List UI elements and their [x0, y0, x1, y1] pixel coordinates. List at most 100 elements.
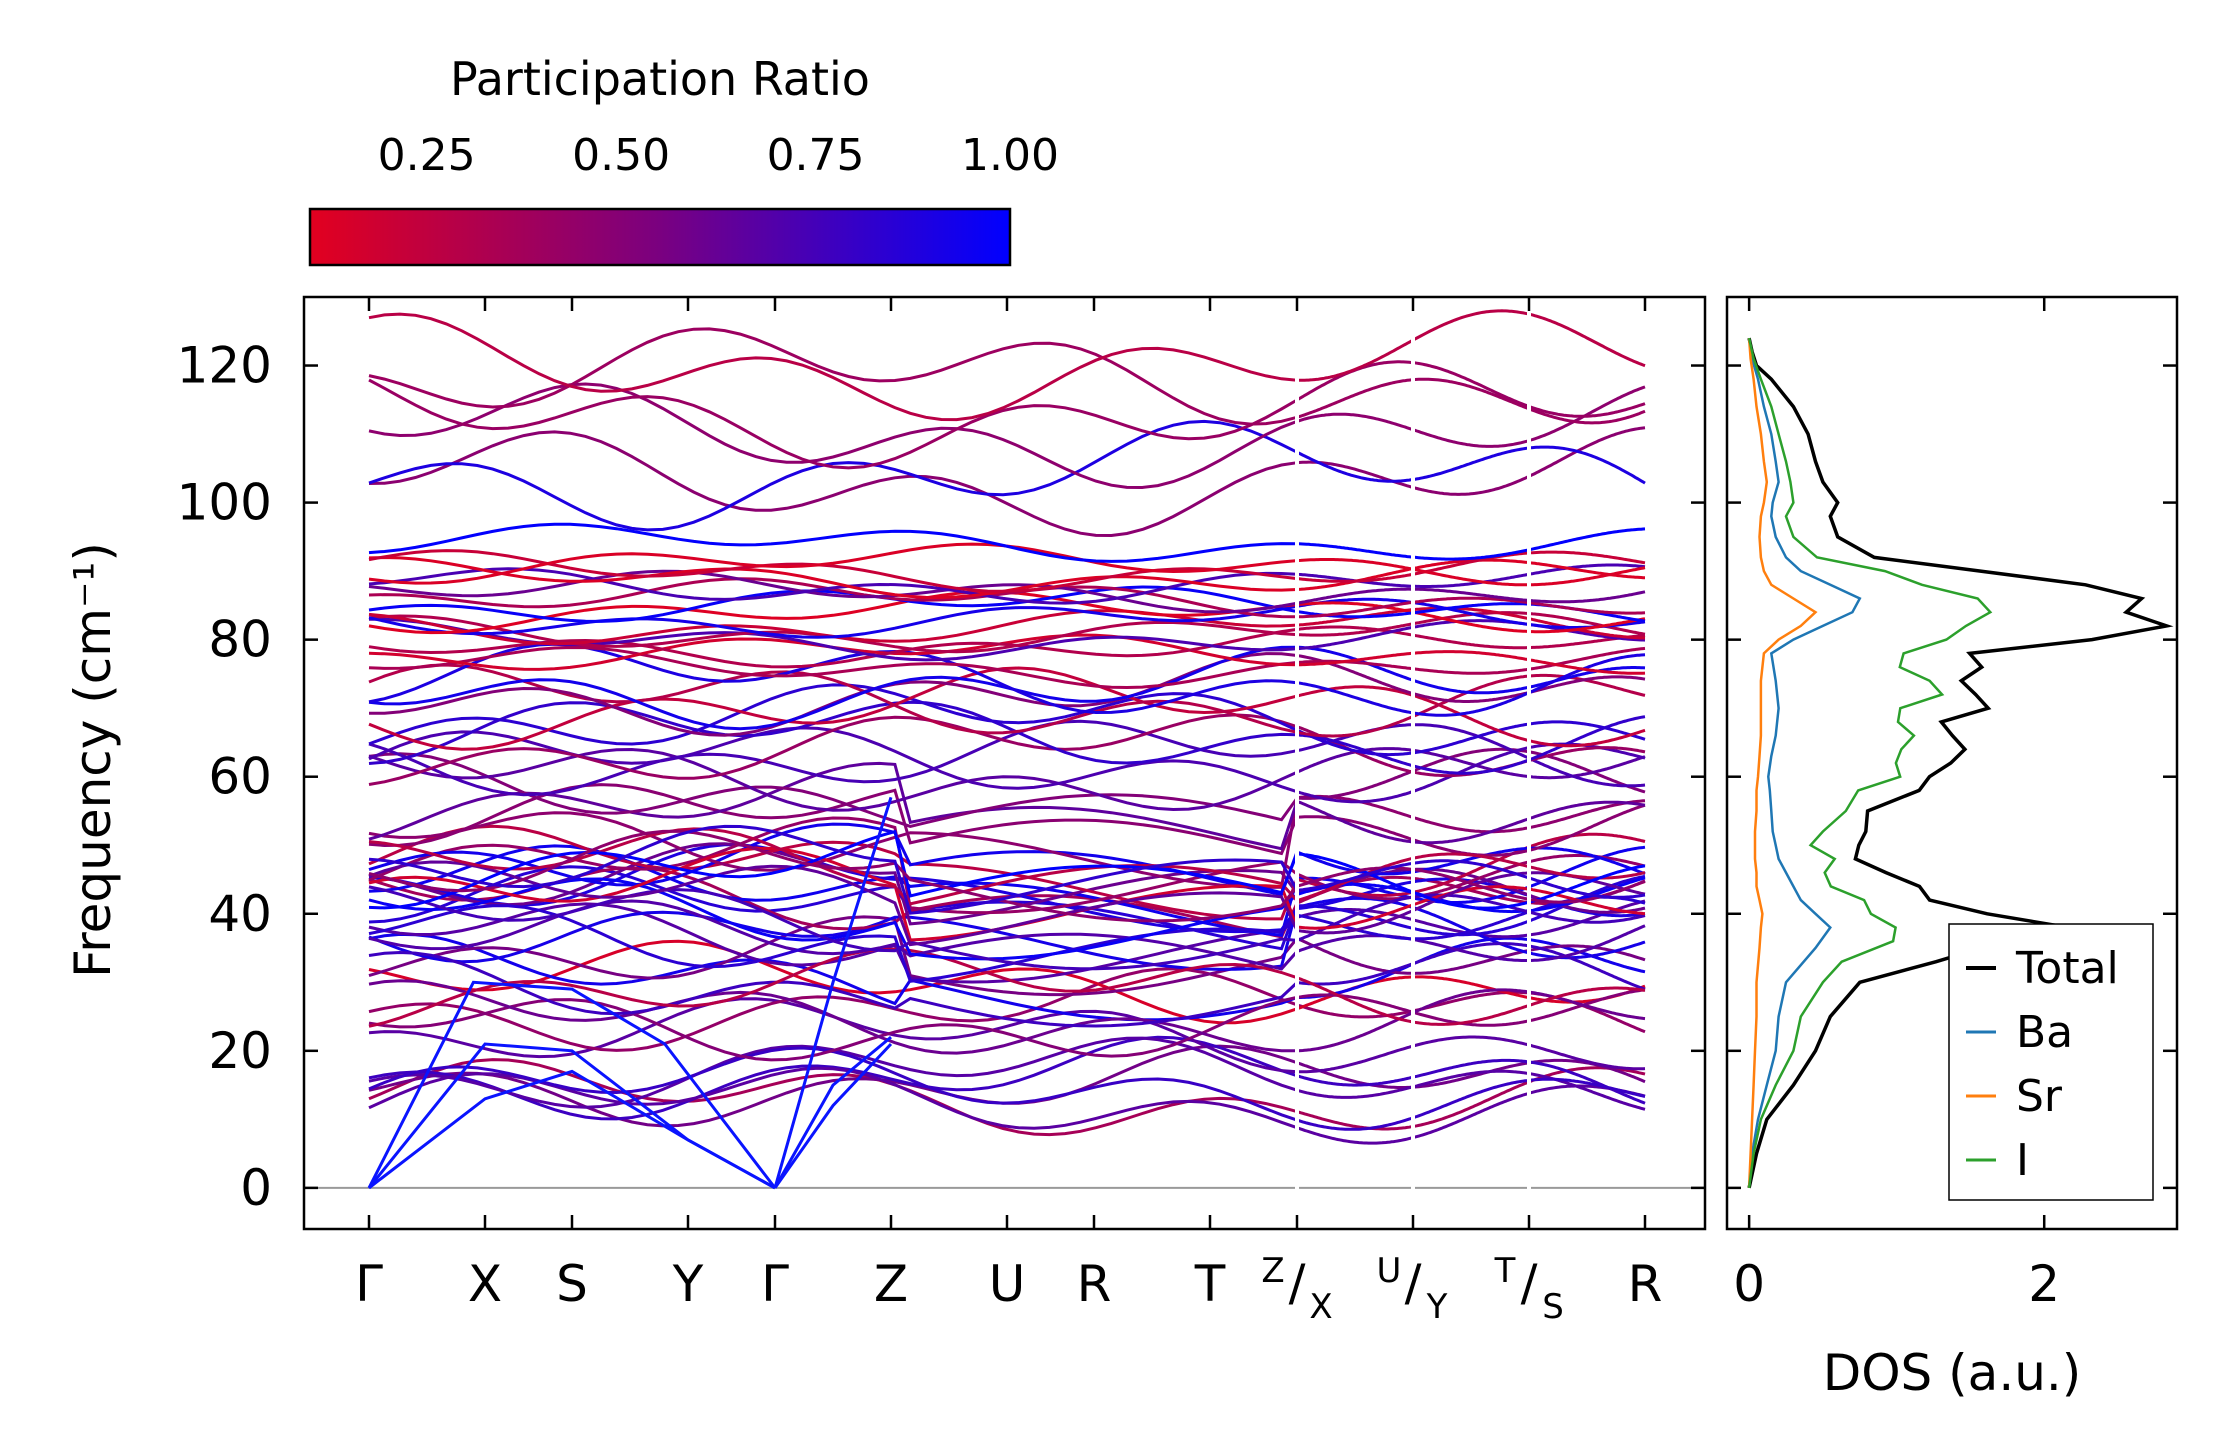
phonon-band [368, 906, 1299, 971]
phonon-band [1413, 587, 1530, 602]
phonon-band [1528, 944, 1646, 962]
phonon-band [1412, 633, 1529, 650]
phonon-band [1296, 1011, 1414, 1053]
phonon-band [1296, 659, 1414, 671]
phonon-band [1412, 693, 1530, 743]
phonon-band [1296, 1074, 1414, 1087]
phonon-band [368, 761, 1299, 851]
legend-label: Sr [2016, 1071, 2063, 1122]
phonon-band [1412, 859, 1530, 880]
phonon-band [1412, 1080, 1530, 1128]
phonon-band [1412, 876, 1530, 904]
phonon-band [1296, 572, 1414, 583]
colorbar: Participation Ratio 0.25 0.50 0.75 1.00 [308, 52, 1059, 267]
phonon-band [1412, 722, 1530, 755]
colorbar-tick-label: 0.75 [767, 130, 865, 181]
phonon-band [1296, 937, 1414, 975]
phonon-band [1412, 428, 1530, 448]
phonon-band [1296, 1116, 1414, 1131]
phonon-band [368, 604, 1298, 639]
phonon-band [1528, 944, 1646, 991]
phonon-band [1296, 681, 1414, 715]
phonon-band [1528, 612, 1646, 636]
phonon-band [1297, 1044, 1414, 1074]
phonon-band [1296, 601, 1414, 614]
phonon-band [1412, 377, 1530, 411]
phonon-band [1296, 558, 1414, 571]
phonon-band [1528, 938, 1646, 974]
phonon-band [1412, 650, 1530, 662]
y-axis-label: Frequency (cm⁻¹) [64, 542, 122, 978]
dos-series-ba [1747, 337, 1862, 1189]
band-lines [304, 297, 1705, 1229]
phonon-band [1412, 475, 1530, 496]
phonon-band [1528, 617, 1646, 634]
phonon-band [368, 877, 1298, 961]
phonon-band [1529, 566, 1646, 587]
phonon-band [1413, 572, 1530, 588]
phonon-band [1528, 407, 1646, 425]
phonon-band [1528, 864, 1646, 904]
phonon-band [1528, 601, 1646, 615]
segment-break [1527, 297, 1531, 1229]
phonon-band [1412, 309, 1530, 342]
phonon-band [368, 522, 1298, 563]
phonon-band [1529, 924, 1646, 962]
phonon-band [1412, 852, 1530, 869]
k-label-bottom: S [1542, 1287, 1564, 1327]
dos-series-i [1747, 337, 1993, 1189]
k-label-bottom: X [1309, 1287, 1332, 1327]
phonon-band [1528, 675, 1646, 694]
phonon-band [1412, 1058, 1530, 1079]
phonon-band [368, 419, 1298, 532]
phonon-band [1412, 690, 1530, 703]
phonon-band [1412, 860, 1530, 899]
phonon-band [368, 797, 1299, 889]
k-label: U [989, 1255, 1026, 1313]
phonon-band [1296, 852, 1414, 894]
phonon-band [1528, 846, 1646, 876]
phonon-band [368, 1058, 1298, 1137]
phonon-band [1528, 887, 1646, 916]
phonon-band [1296, 903, 1414, 930]
phonon-band [368, 979, 1297, 1055]
k-label: R [1077, 1255, 1112, 1313]
phonon-band [368, 783, 1299, 856]
phonon-band [368, 642, 1298, 715]
phonon-band [1296, 622, 1414, 637]
phonon-band [1296, 815, 1414, 842]
phonon-band [1528, 910, 1646, 924]
phonon-band [1412, 446, 1530, 482]
phonon-band [1412, 1035, 1530, 1048]
k-label: S [556, 1255, 588, 1313]
phonon-band [368, 555, 1298, 600]
phonon-band [1528, 845, 1646, 889]
k-label: Y [672, 1255, 704, 1313]
phonon-band [1528, 940, 1646, 960]
k-label-slash: / [1521, 1254, 1538, 1312]
dos-x-tick-label: 2 [2028, 1255, 2060, 1313]
dos-legend: Total Ba Sr I [1948, 923, 2154, 1201]
k-label-slash: / [1289, 1254, 1306, 1312]
phonon-band [1296, 378, 1414, 419]
phonon-band [1412, 606, 1530, 621]
k-label: Γ [355, 1255, 383, 1313]
legend-label: Ba [2016, 1007, 2073, 1058]
phonon-band [1296, 872, 1414, 901]
phonon-band [368, 645, 1298, 731]
acoustic-band [367, 980, 777, 1189]
phonon-band [1412, 602, 1530, 615]
phonon-band [1412, 815, 1530, 834]
phonon-band [1412, 1078, 1530, 1120]
phonon-band [1412, 942, 1530, 966]
phonon-band [368, 816, 1298, 915]
phonon-band [368, 683, 1298, 746]
phonon-band [1528, 312, 1646, 368]
k-label-top: Z [1261, 1251, 1284, 1291]
phonon-band [1412, 746, 1530, 793]
phonon-band [1528, 879, 1646, 904]
y-tick-label: 100 [177, 474, 272, 532]
